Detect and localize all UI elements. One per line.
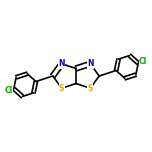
Text: S: S — [59, 84, 64, 93]
Text: Cl: Cl — [139, 57, 147, 66]
Text: N: N — [87, 59, 94, 68]
Text: S: S — [88, 84, 93, 93]
Text: Cl: Cl — [5, 86, 13, 95]
Text: N: N — [58, 59, 65, 68]
